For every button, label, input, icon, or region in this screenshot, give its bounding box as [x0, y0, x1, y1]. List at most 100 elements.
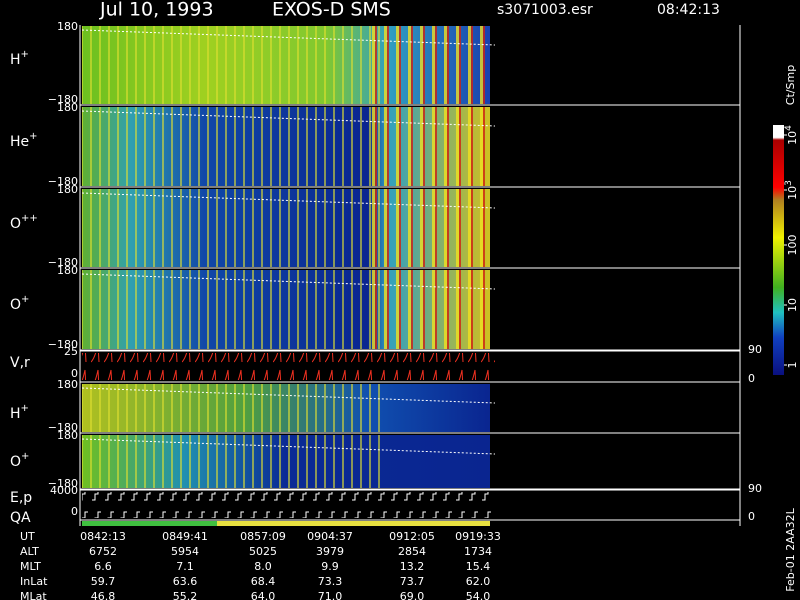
stripes — [372, 270, 490, 349]
instrument: EXOS-D SMS — [272, 0, 391, 21]
y-top: 25 — [64, 345, 78, 358]
tick-base: 1 — [786, 362, 799, 369]
trace — [81, 29, 496, 46]
time: 08:42:13 — [657, 2, 720, 18]
label-text: H — [10, 406, 21, 422]
table-value: 15.4 — [466, 560, 491, 573]
panel-label: V,r — [10, 355, 30, 371]
table-value: 54.0 — [466, 590, 491, 600]
table-value: 59.7 — [91, 575, 116, 588]
table-value: 73.7 — [400, 575, 425, 588]
table-value: 0849:41 — [162, 530, 208, 543]
table-value: 3979 — [316, 545, 344, 558]
label-text: H — [10, 52, 21, 68]
y2-zero: 0 — [748, 372, 755, 385]
y-top: 180 — [57, 20, 78, 33]
panel-label: H+ — [10, 403, 29, 422]
colorbar-tick: 103 — [784, 180, 800, 200]
stripes — [82, 270, 382, 349]
stripes — [82, 435, 382, 488]
trace-panel — [82, 492, 495, 518]
panel-label: QA — [10, 510, 31, 526]
table-label: MLT — [20, 560, 41, 573]
trace — [81, 273, 496, 290]
table-value: 0912:05 — [389, 530, 435, 543]
y-top: 180 — [57, 378, 78, 391]
table-value: 73.3 — [318, 575, 343, 588]
qa-bar — [217, 521, 490, 526]
panel-label: H+ — [10, 49, 29, 68]
stripes — [372, 26, 490, 104]
table-label: UT — [20, 530, 35, 543]
colorbar — [773, 125, 784, 375]
colorbar-tick: 104 — [784, 125, 800, 145]
label-text: O — [10, 216, 21, 232]
table-value: 7.1 — [176, 560, 194, 573]
y-bottom: −180 — [48, 477, 78, 490]
colorbar-unit: Ct/Smp — [784, 65, 797, 105]
stripes — [82, 26, 382, 104]
trace — [81, 192, 496, 209]
stripes — [372, 107, 490, 186]
qa-bar — [82, 521, 217, 526]
y-zero: 0 — [71, 505, 78, 518]
y-bottom: −180 — [48, 175, 78, 188]
label-sup: + — [21, 49, 29, 60]
label-text: QA — [10, 510, 31, 526]
table-value: 0919:33 — [455, 530, 501, 543]
table-value: 0904:37 — [307, 530, 353, 543]
y-top: 180 — [57, 429, 78, 442]
label-sup: + — [29, 131, 37, 142]
trace-panel — [82, 353, 495, 380]
trace — [81, 110, 496, 127]
table-value: 8.0 — [254, 560, 272, 573]
colorbar-tick: 1 — [786, 362, 799, 369]
y2-top: 90 — [748, 343, 762, 356]
trace — [81, 387, 496, 404]
panel-label: O++ — [10, 213, 38, 232]
table-label: MLat — [20, 590, 47, 600]
stripes — [82, 384, 382, 432]
tick-exp: 4 — [784, 125, 794, 131]
date: Jul 10, 1993 — [99, 0, 214, 21]
colorbar-tick: 10 — [786, 298, 799, 312]
stamp: Feb-01 2AA32L — [784, 507, 797, 591]
label-text: O — [10, 297, 21, 313]
tick-base: 10 — [786, 131, 799, 145]
table-value: 5025 — [249, 545, 277, 558]
stripes — [82, 107, 382, 186]
table-value: 55.2 — [173, 590, 198, 600]
y-bottom: −180 — [48, 256, 78, 269]
y-top: 4000 — [50, 484, 78, 497]
tick-base: 10 — [786, 298, 799, 312]
table-value: 62.0 — [466, 575, 491, 588]
tick-base: 100 — [786, 235, 799, 256]
table-value: 2854 — [398, 545, 426, 558]
label-sup: ++ — [21, 213, 38, 224]
label-text: He — [10, 134, 29, 150]
table-value: 6752 — [89, 545, 117, 558]
table-value: 5954 — [171, 545, 199, 558]
y-bottom: −180 — [48, 338, 78, 351]
y-top: 180 — [57, 101, 78, 114]
label-text: V,r — [10, 355, 30, 371]
table-value: 1734 — [464, 545, 492, 558]
table-value: 68.4 — [251, 575, 276, 588]
panel-label: He+ — [10, 131, 38, 150]
table-value: 0857:09 — [240, 530, 286, 543]
y-top: 180 — [57, 264, 78, 277]
colorbar-tick: 100 — [786, 235, 799, 256]
table-value: 46.8 — [91, 590, 116, 600]
label-text: O — [10, 454, 21, 470]
table-value: 0842:13 — [80, 530, 126, 543]
y2-zero: 0 — [748, 510, 755, 523]
y2-top: 90 — [748, 482, 762, 495]
table-value: 9.9 — [321, 560, 339, 573]
panel-label: E,p — [10, 490, 32, 506]
label-sup: + — [21, 451, 29, 462]
y-zero: 0 — [71, 367, 78, 380]
panel-label: O+ — [10, 294, 29, 313]
trace — [81, 438, 496, 455]
stripes — [372, 189, 490, 267]
